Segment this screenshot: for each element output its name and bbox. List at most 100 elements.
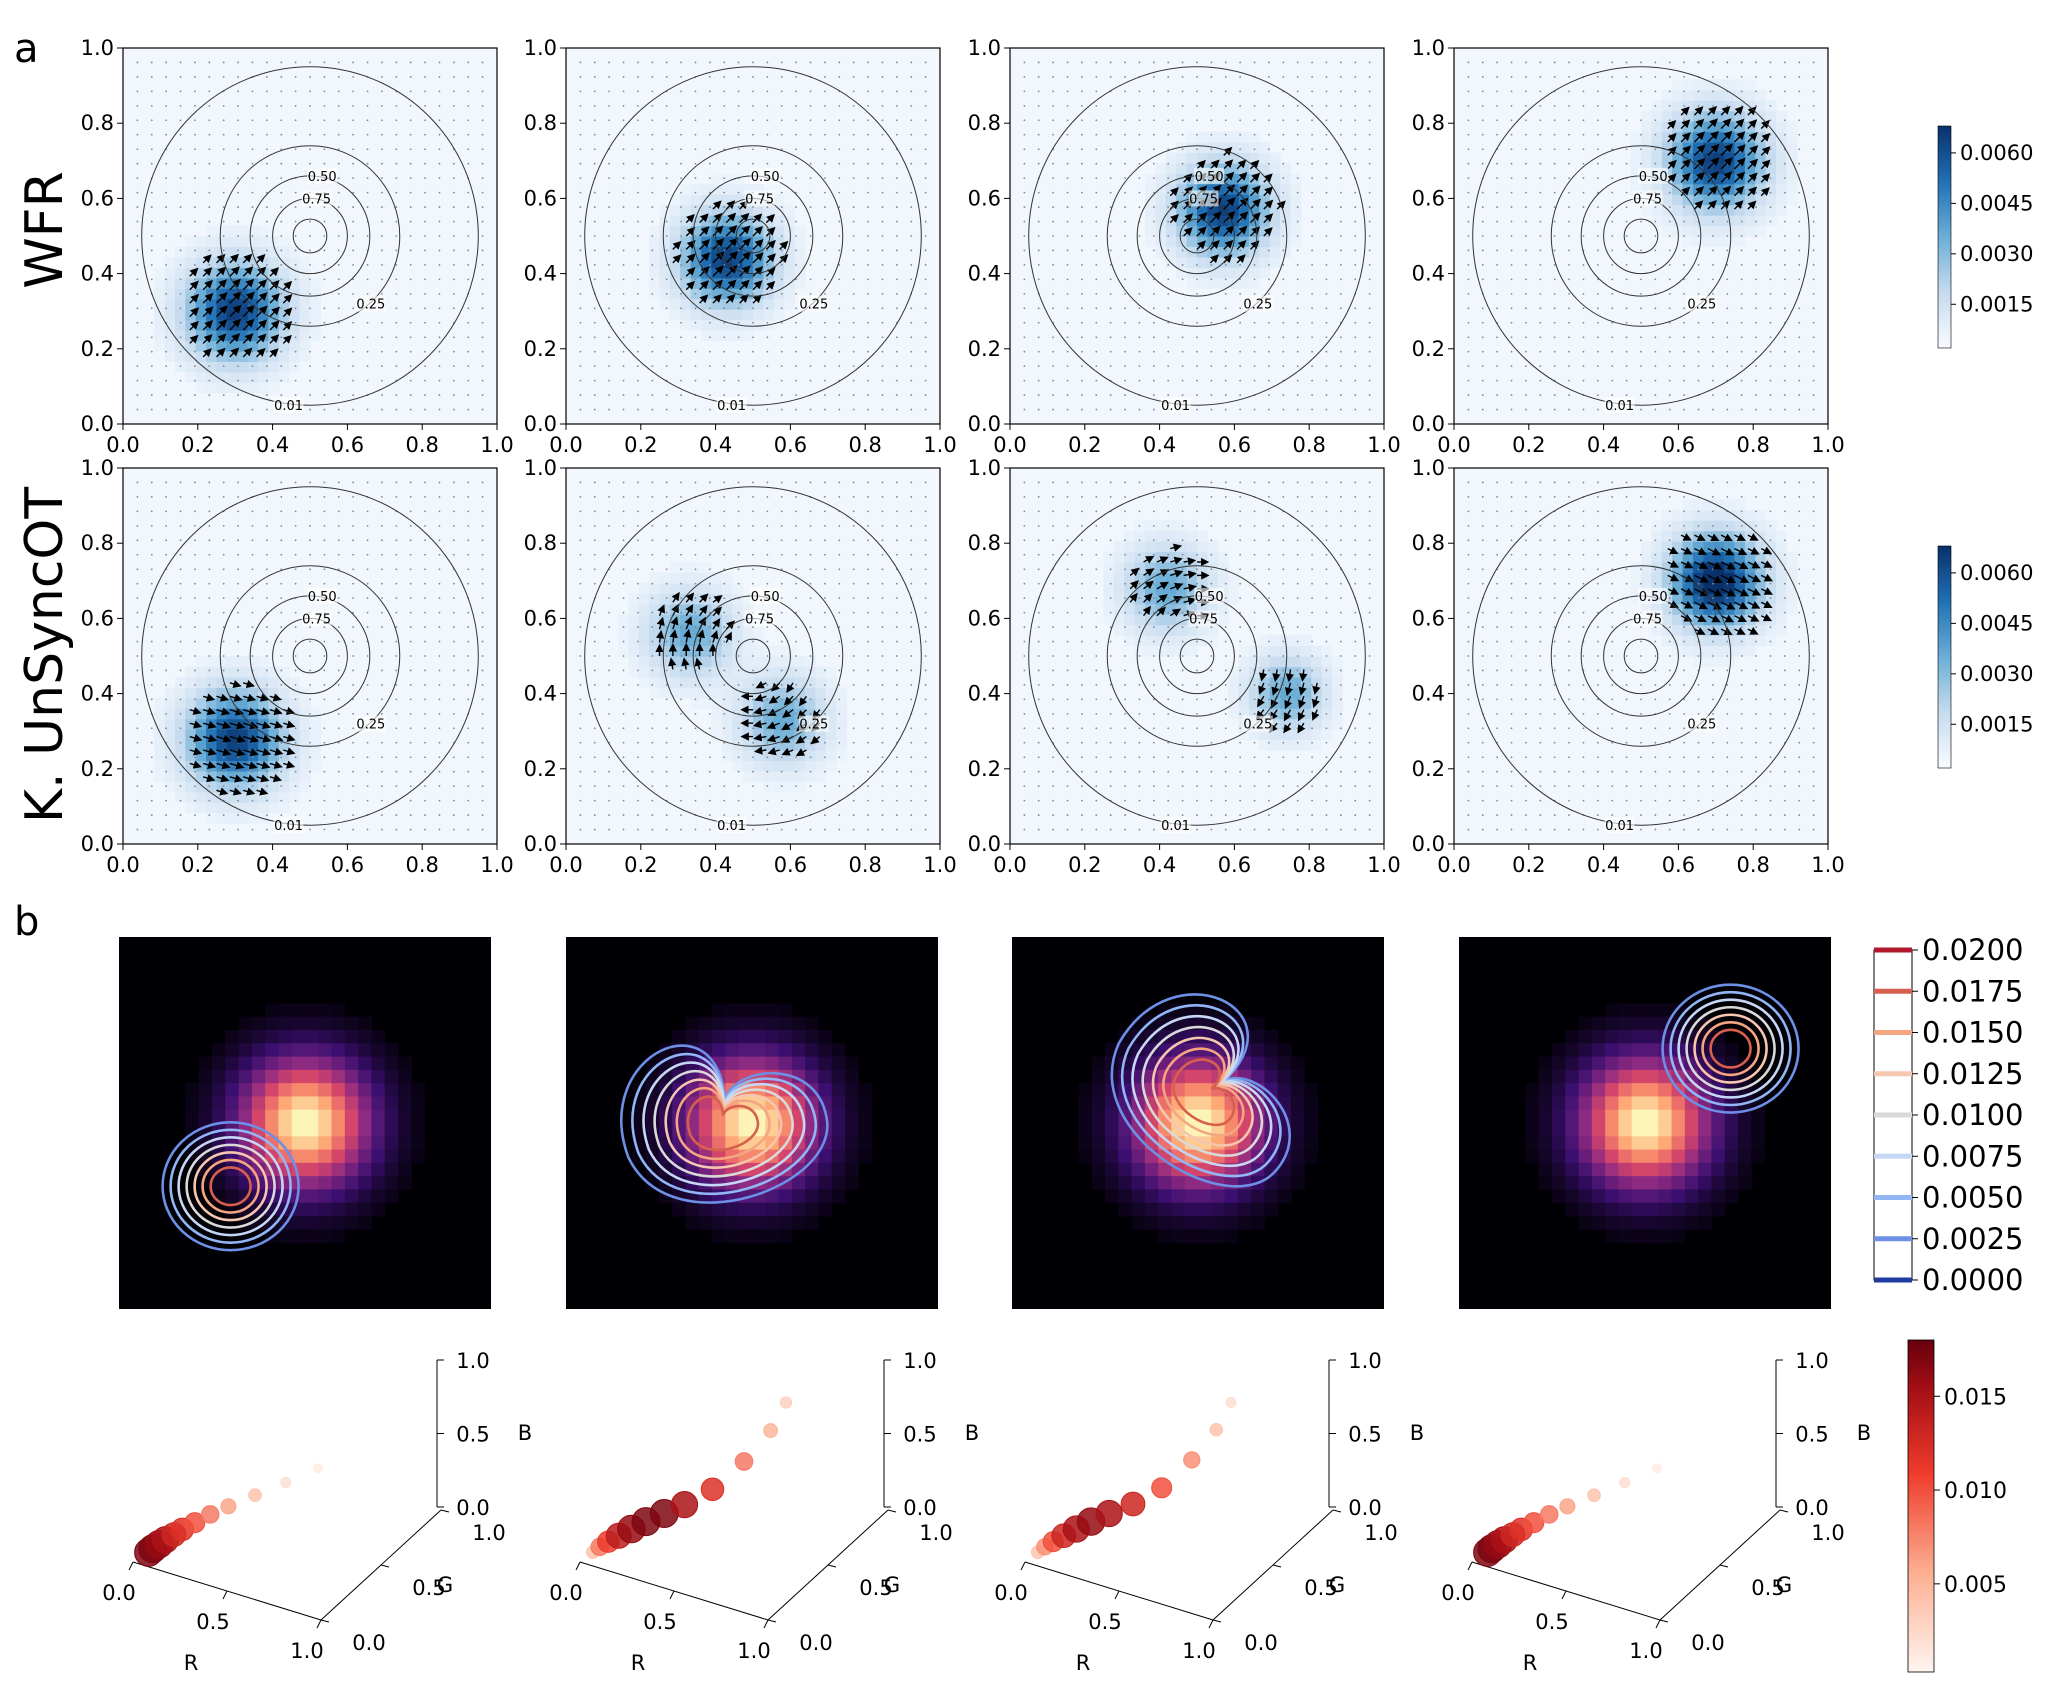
quiver-dot bbox=[895, 162, 898, 165]
quiver-arrow bbox=[202, 720, 217, 729]
quiver-dot bbox=[593, 350, 596, 353]
quiver-dot bbox=[222, 76, 225, 78]
quiver-dot bbox=[136, 655, 139, 657]
quiver-dot bbox=[251, 582, 254, 585]
quiver-dot bbox=[593, 655, 596, 657]
density-cell bbox=[195, 676, 207, 688]
quiver-dot bbox=[265, 379, 268, 382]
quiver-dot bbox=[1138, 278, 1141, 281]
quiver-dot bbox=[1812, 90, 1815, 93]
quiver-dot bbox=[1712, 119, 1714, 122]
quiver-dot bbox=[294, 119, 297, 122]
contour-label: 0.50 bbox=[308, 170, 337, 185]
quiver-dot bbox=[737, 162, 740, 165]
contour-label-bg bbox=[355, 715, 386, 732]
quiver-dot bbox=[1109, 249, 1112, 252]
quiver-dot bbox=[337, 177, 340, 180]
quiver-dot bbox=[1510, 408, 1513, 411]
quiver-dot bbox=[1683, 148, 1686, 151]
quiver-dot bbox=[708, 264, 711, 266]
quiver-dot bbox=[136, 191, 139, 194]
quiver-dot bbox=[1640, 148, 1642, 151]
quiver-dot bbox=[237, 90, 239, 93]
density-cell bbox=[1703, 194, 1715, 206]
quiver-dot bbox=[622, 292, 625, 295]
density-cell bbox=[628, 614, 640, 626]
quiver-dot bbox=[481, 582, 484, 585]
quiver-dot bbox=[579, 148, 582, 151]
quiver-dot bbox=[352, 307, 355, 310]
y-tick-label: 0.4 bbox=[81, 682, 114, 706]
density-cell bbox=[1228, 256, 1240, 268]
contour-label-bg bbox=[273, 817, 304, 834]
quiver-dot bbox=[579, 626, 582, 628]
density-cell bbox=[268, 729, 280, 741]
quiver-dot bbox=[708, 350, 711, 353]
quiver-dot bbox=[1625, 119, 1628, 122]
quiver-dot bbox=[608, 307, 611, 310]
quiver-dot bbox=[481, 177, 484, 180]
quiver-dot bbox=[593, 61, 596, 64]
density-cell bbox=[1786, 173, 1798, 185]
quiver-dot bbox=[1210, 133, 1213, 136]
density-cell bbox=[1703, 131, 1715, 143]
quiver-dot bbox=[179, 496, 182, 498]
quiver-dot bbox=[222, 770, 225, 773]
quiver-dot bbox=[1167, 61, 1170, 64]
quiver-dot bbox=[409, 307, 412, 310]
density-cell bbox=[1165, 194, 1177, 206]
quiver-dot bbox=[895, 191, 898, 194]
quiver-dot bbox=[1496, 379, 1499, 382]
quiver-dot bbox=[608, 220, 611, 223]
quiver-dot bbox=[280, 191, 283, 194]
quiver-dot bbox=[481, 524, 484, 527]
quiver-dot bbox=[910, 336, 913, 339]
quiver-dot bbox=[1023, 119, 1026, 122]
quiver-dot bbox=[438, 408, 441, 411]
quiver-dot bbox=[723, 336, 726, 339]
density-cell bbox=[701, 697, 713, 709]
density-cell bbox=[206, 246, 218, 258]
quiver-dot bbox=[1539, 76, 1542, 78]
density-cell bbox=[1165, 152, 1177, 164]
quiver-arrow bbox=[712, 265, 724, 277]
quiver-dot bbox=[1496, 365, 1499, 368]
density-cell bbox=[711, 729, 723, 741]
quiver-dot bbox=[150, 220, 153, 223]
quiver-dot bbox=[265, 119, 268, 122]
quiver-dot bbox=[1354, 336, 1357, 339]
quiver-dot bbox=[208, 264, 211, 266]
quiver-dot bbox=[265, 756, 268, 759]
quiver-dot bbox=[1755, 206, 1757, 208]
density-cell bbox=[1197, 142, 1208, 154]
density-cell bbox=[278, 340, 290, 352]
quiver-dot bbox=[323, 539, 326, 542]
density-cell bbox=[247, 298, 259, 310]
quiver-dot bbox=[780, 148, 783, 151]
quiver-dot bbox=[1496, 292, 1499, 295]
quiver-dot bbox=[1181, 104, 1184, 107]
quiver-dot bbox=[1740, 206, 1743, 208]
quiver-dot bbox=[608, 756, 611, 759]
quiver-dot bbox=[136, 496, 139, 498]
quiver-dot bbox=[924, 191, 927, 194]
quiver-dot bbox=[608, 496, 611, 498]
quiver-dot bbox=[150, 582, 153, 585]
quiver-dot bbox=[637, 292, 639, 295]
quiver-dot bbox=[1668, 162, 1671, 165]
density-cell bbox=[206, 687, 218, 699]
quiver-dot bbox=[438, 626, 441, 628]
quiver-arrow bbox=[1680, 145, 1692, 156]
quiver-dot bbox=[1654, 350, 1657, 353]
quiver-dot bbox=[1712, 235, 1714, 237]
quiver-dot bbox=[352, 770, 355, 773]
quiver-dot bbox=[809, 408, 812, 411]
quiver-dot bbox=[179, 336, 182, 339]
quiver-dot bbox=[280, 785, 283, 788]
density-cell bbox=[690, 236, 702, 248]
quiver-dot bbox=[1152, 408, 1155, 411]
quiver-dot bbox=[1037, 76, 1040, 78]
density-cell bbox=[195, 288, 207, 300]
quiver-dot bbox=[651, 336, 654, 339]
density-cell bbox=[195, 256, 207, 268]
